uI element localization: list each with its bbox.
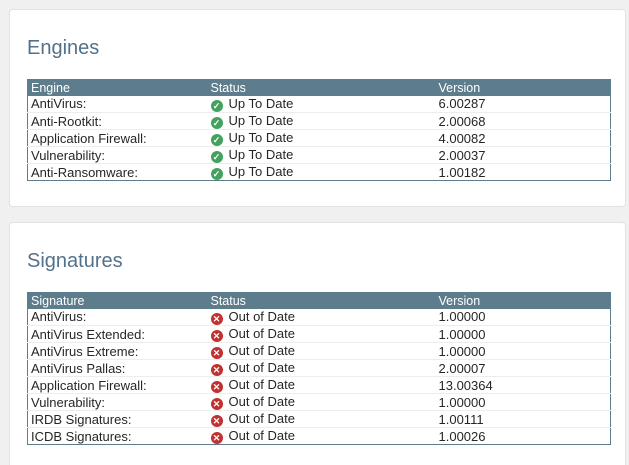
status-cell: ✕ Out of Date [207, 342, 436, 360]
x-circle-icon: ✕ [210, 347, 223, 359]
status-cell: ✓ Up To Date [207, 129, 436, 147]
version-value: 2.00007 [435, 359, 611, 377]
item-name: AntiVirus Extreme: [27, 342, 208, 360]
column-header-signature: Signature [27, 292, 208, 309]
status-cell: ✕ Out of Date [207, 359, 436, 377]
signatures-panel: Signatures Signature Status Version Anti… [9, 222, 626, 465]
table-row: Anti-Ransomware: ✓ Up To Date 1.00182 [28, 164, 611, 181]
status-label: Out of Date [228, 326, 295, 341]
engines-table: Engine Status Version AntiVirus: ✓ Up To D… [27, 79, 611, 181]
status-label: Out of Date [228, 308, 295, 324]
table-row: Vulnerability: ✓ Up To Date 2.00037 [27, 146, 611, 164]
status-cell: ✕ Out of Date [207, 325, 436, 343]
table-row: Application Firewall: ✕ Out of Date 13.0036… [27, 376, 611, 394]
status-label: Out of Date [228, 428, 295, 443]
status-cell: ✕ Out of Date [207, 308, 436, 326]
table-row: AntiVirus: ✓ Up To Date 6.00287 [27, 95, 611, 113]
version-value: 1.00000 [435, 393, 611, 411]
table-row: IRDB Signatures: ✕ Out of Date 1.00111 [27, 410, 611, 428]
status-label: Out of Date [228, 411, 295, 426]
version-value: 1.00000 [435, 325, 611, 343]
version-value: 6.00287 [435, 95, 611, 113]
status-label: Up To Date [228, 130, 294, 145]
version-value: 2.00068 [435, 112, 611, 130]
check-circle-icon: ✓ [210, 99, 223, 112]
table-row: Anti-Rootkit: ✓ Up To Date 2.00068 [27, 112, 611, 130]
status-cell: ✕ Out of Date [207, 410, 436, 428]
status-label: Up To Date [228, 95, 294, 111]
item-name: Anti-Rootkit: [27, 112, 208, 130]
table-row: Vulnerability: ✕ Out of Date 1.00000 [27, 393, 611, 411]
signatures-table-header-row: Signature Status Version [27, 292, 611, 309]
status-label: Up To Date [228, 113, 294, 128]
status-label: Up To Date [228, 147, 294, 162]
table-row: AntiVirus Extreme: ✕ Out of Date 1.00000 [27, 342, 611, 360]
column-header-status: Status [207, 79, 436, 96]
item-name: Vulnerability: [27, 393, 208, 411]
version-value: 1.00000 [435, 308, 611, 326]
version-value: 13.00364 [435, 376, 611, 394]
x-circle-icon: ✕ [210, 432, 223, 444]
table-row: Application Firewall: ✓ Up To Date 4.00082 [27, 129, 611, 147]
version-value: 2.00037 [435, 146, 611, 164]
status-label: Out of Date [228, 343, 295, 358]
status-cell: ✓ Up To Date [207, 146, 436, 164]
status-label: Up To Date [228, 164, 294, 179]
item-name: AntiVirus Extended: [27, 325, 208, 343]
table-row: AntiVirus Extended: ✕ Out of Date 1.00000 [27, 325, 611, 343]
version-value: 1.00111 [435, 410, 611, 428]
status-label: Out of Date [228, 377, 295, 392]
status-label: Out of Date [228, 360, 295, 375]
item-name: Vulnerability: [27, 146, 208, 164]
item-name: ICDB Signatures: [31, 428, 132, 444]
x-circle-icon: ✕ [210, 364, 223, 376]
x-circle-icon: ✕ [210, 398, 223, 410]
table-row: ICDB Signatures: ✕ Out of Date 1.00026 [28, 428, 611, 445]
table-row: AntiVirus: ✕ Out of Date 1.00000 [27, 308, 611, 326]
engines-panel: Engines Engine Status Version AntiVirus:… [9, 9, 626, 207]
version-value: 1.00182 [438, 164, 486, 180]
check-circle-icon: ✓ [210, 151, 223, 163]
status-cell: ✕ Out of Date [208, 428, 436, 445]
item-name: AntiVirus Pallas: [27, 359, 208, 377]
status-cell: ✓ Up To Date [208, 164, 436, 181]
item-name: AntiVirus: [27, 95, 208, 113]
engines-table-header-row: Engine Status Version [27, 79, 611, 96]
table-row: AntiVirus Pallas: ✕ Out of Date 2.00007 [27, 359, 611, 377]
status-cell: ✓ Up To Date [207, 95, 436, 113]
version-value: 4.00082 [435, 129, 611, 147]
version-value: 1.00000 [435, 342, 611, 360]
x-circle-icon: ✕ [210, 381, 223, 393]
version-value: 1.00026 [438, 428, 486, 444]
column-header-engine: Engine [27, 79, 208, 96]
x-circle-icon: ✕ [210, 415, 223, 427]
check-circle-icon: ✓ [210, 117, 223, 129]
item-name: Application Firewall: [27, 376, 208, 394]
signatures-table: Signature Status Version AntiVirus: ✕ Out … [27, 292, 611, 445]
status-label: Out of Date [228, 394, 295, 409]
check-circle-icon: ✓ [210, 134, 223, 146]
x-circle-icon: ✕ [210, 312, 223, 325]
item-name: Anti-Ransomware: [31, 164, 138, 180]
column-header-status: Status [207, 292, 436, 309]
status-cell: ✓ Up To Date [207, 112, 436, 130]
status-cell: ✕ Out of Date [207, 393, 436, 411]
status-cell: ✕ Out of Date [207, 376, 436, 394]
check-circle-icon: ✓ [210, 168, 223, 180]
engines-panel-title: Engines [27, 37, 100, 59]
item-name: AntiVirus: [27, 308, 208, 326]
column-header-version: Version [435, 79, 611, 96]
signatures-panel-title: Signatures [27, 250, 123, 272]
item-name: Application Firewall: [27, 129, 208, 147]
x-circle-icon: ✕ [210, 330, 223, 342]
item-name: IRDB Signatures: [27, 410, 208, 428]
column-header-version: Version [435, 292, 611, 309]
